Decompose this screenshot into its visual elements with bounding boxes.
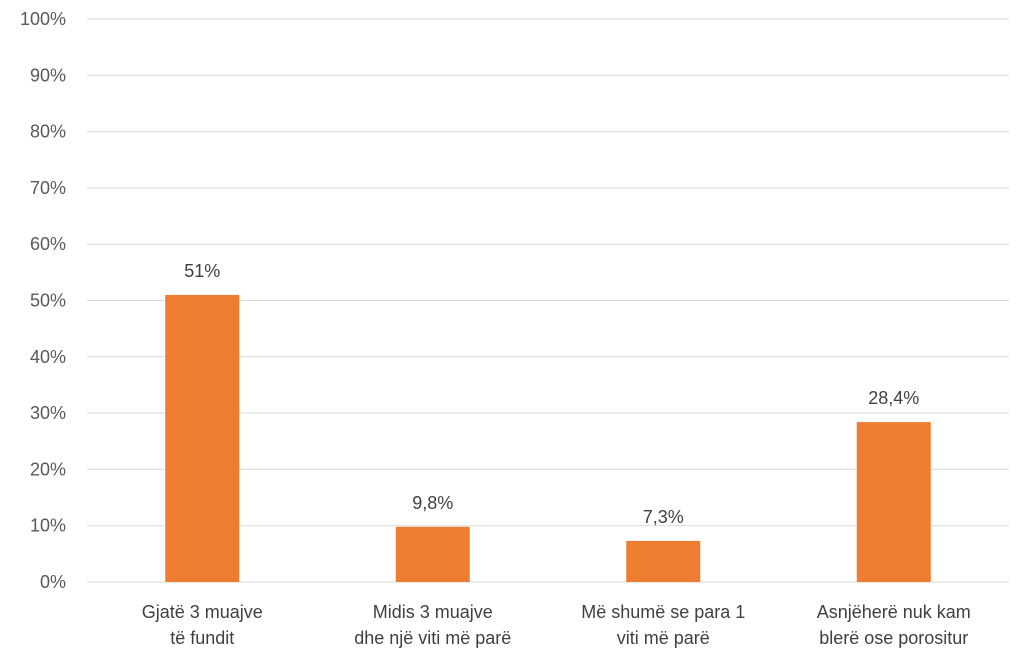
x-category-label: Gjatë 3 muajve të fundit [142, 602, 263, 648]
y-tick-label: 100% [20, 9, 66, 29]
bars [165, 294, 931, 582]
bar [856, 422, 931, 582]
x-category-label: Më shumë se para 1 viti më parë [581, 602, 745, 648]
x-category-label: Midis 3 muajve dhe një viti më parë [354, 602, 511, 648]
data-label: 9,8% [412, 493, 453, 513]
y-tick-label: 20% [30, 459, 66, 479]
bar [165, 294, 240, 582]
y-tick-label: 10% [30, 516, 66, 536]
bar [626, 540, 701, 582]
y-axis: 0% 10% 20% 30% 40% 50% 60% 70% 80% 90% 100% [20, 9, 66, 592]
y-tick-label: 70% [30, 178, 66, 198]
x-axis: Gjatë 3 muajve të fundit Midis 3 muajve dhe… [142, 602, 971, 648]
data-label: 7,3% [643, 507, 684, 527]
y-tick-label: 30% [30, 403, 66, 423]
x-category-label: Asnjëherë nuk kam blerë ose porositur [817, 602, 971, 648]
bar [395, 526, 470, 582]
y-tick-label: 50% [30, 291, 66, 311]
data-label: 28,4% [868, 388, 919, 408]
data-labels: 51% 9,8% 7,3% 28,4% [184, 261, 919, 527]
y-tick-label: 90% [30, 65, 66, 85]
y-tick-label: 80% [30, 122, 66, 142]
data-label: 51% [184, 261, 220, 281]
y-tick-label: 40% [30, 347, 66, 367]
y-tick-label: 0% [40, 572, 66, 592]
y-tick-label: 60% [30, 234, 66, 254]
gridlines [87, 18, 1009, 583]
